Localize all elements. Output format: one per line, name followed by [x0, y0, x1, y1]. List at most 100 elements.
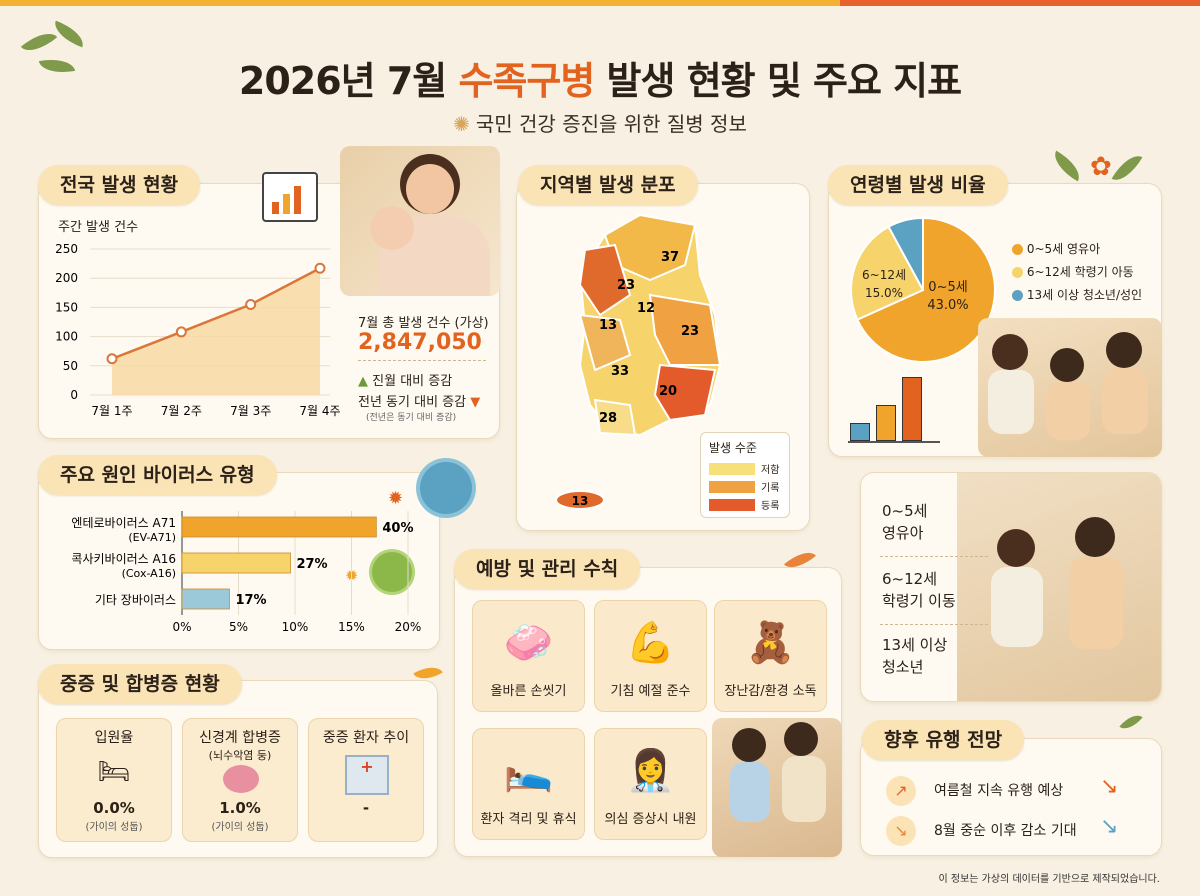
change-note: (전년은 동기 대비 증감) [366, 413, 457, 423]
y-tick-label: 100 [55, 330, 78, 344]
bar [181, 588, 230, 610]
region-value: 12 [637, 301, 655, 316]
region-heading: 지역별 발생 분포 [518, 165, 698, 205]
doctor-icon: 👩‍⚕️ [625, 748, 676, 794]
pie-pct: 43.0% [927, 298, 968, 313]
age-list-item: 13세 이상 청소년 [882, 636, 948, 676]
trend-down-icon: ↘ [886, 816, 916, 846]
severe-item-trend: 중증 환자 추이 + - [308, 718, 424, 842]
forecast-item: 여름철 지속 유행 예상 [934, 783, 1064, 799]
hospital-icon: + [345, 755, 389, 795]
top-accent-bar [0, 0, 1200, 6]
region-value: 37 [661, 250, 679, 265]
page-title: 2026년 7월 수족구병 발생 현황 및 주요 지표 [238, 59, 962, 103]
y-axis-label: 주간 발생 건수 [58, 220, 139, 235]
leaf-decoration [1111, 149, 1143, 187]
virus-bar-chart: 40% 27% 17% 엔테로바이러스 A71(EV-A71) 콕사키바이러스 A16… [71, 511, 422, 634]
tip-disinfect: 🧸 장난감/환경 소독 [714, 600, 827, 712]
leaf-decoration [50, 20, 88, 48]
tip-visit-doctor: 👩‍⚕️ 의심 증상시 내원 [594, 728, 707, 840]
forecast-heading: 향후 유행 전망 [862, 720, 1025, 760]
category-label: 엔테로바이러스 A71 [71, 516, 176, 530]
virus-icon [420, 462, 472, 514]
down-arrow-icon: ▼ [470, 395, 481, 410]
x-tick-label: 5% [229, 620, 248, 634]
handwash-icon: 🧼 [503, 620, 554, 666]
pie-label: 6~12세 [862, 268, 906, 282]
virus-icon [372, 552, 412, 592]
footer-note: 이 정보는 가상의 데이터를 기반으로 제작되었습니다. [938, 874, 1160, 885]
siblings-photo [957, 473, 1161, 701]
region-value: 20 [659, 384, 677, 399]
hospital-bed-icon: 🛏 [97, 757, 131, 787]
mother-child-photo [340, 146, 500, 296]
age-list-card [860, 472, 1162, 702]
y-tick-label: 0 [70, 388, 78, 402]
pie-pct: 15.0% [865, 286, 903, 300]
y-tick-label: 200 [55, 271, 78, 285]
x-tick-label: 20% [395, 620, 422, 634]
region-value: 13 [599, 318, 617, 333]
prevention-heading: 예방 및 관리 수칙 [454, 549, 641, 589]
category-label: 콕사키바이러스 A16 [71, 552, 176, 566]
age-legend: 0~5세 영유아 6~12세 학령기 아동 13세 이상 청소년/성인 [1012, 238, 1142, 307]
total-value: 2,847,050 [358, 330, 482, 355]
region-value: 33 [611, 364, 629, 379]
severe-heading: 중증 및 합병증 현황 [38, 664, 242, 704]
data-point [314, 262, 326, 274]
age-heading: 연령별 발생 비율 [828, 165, 1008, 205]
chart-icon [262, 172, 318, 222]
data-point [106, 353, 118, 365]
virus-heading: 주요 원인 바이러스 유형 [38, 455, 277, 495]
pie-slice [887, 216, 924, 291]
kids-cleaning-photo [712, 718, 842, 857]
bar [181, 516, 377, 538]
age-pie-chart: 0~5세 43.0% 6~12세 15.0% [850, 216, 996, 363]
brain-icon [223, 765, 259, 793]
x-tick-label: 7월 4주 [299, 404, 340, 418]
tip-cough-etiquette: 💪 기침 예절 준수 [594, 600, 707, 712]
category-sublabel: (EV-A71) [128, 531, 176, 544]
category-sublabel: (Cox-A16) [122, 567, 176, 580]
trend-down-icon: ↘ [1100, 774, 1119, 799]
up-arrow-icon: ▲ [358, 374, 368, 389]
mini-bar-decoration [848, 375, 940, 443]
bar [181, 552, 291, 574]
tip-isolation: 🛌 환자 격리 및 휴식 [472, 728, 585, 840]
korea-map: 37 23 12 13 23 33 20 28 13 [555, 213, 722, 510]
region-value: 13 [572, 494, 589, 508]
virus-icon: ✺ [453, 112, 470, 136]
tip-handwashing: 🧼 올바른 손씻기 [472, 600, 585, 712]
divider [880, 556, 988, 557]
age-list-item: 6~12세 학령기 이동 [882, 570, 956, 610]
x-tick-label: 7월 1주 [91, 404, 132, 418]
map-legend: 발생 수준 저함 기록 등록 [700, 432, 790, 518]
trend-up-icon: ↗ [886, 776, 916, 806]
data-point [175, 326, 187, 338]
bar-value-label: 17% [235, 593, 266, 608]
national-heading: 전국 발생 현황 [38, 165, 201, 205]
pie-label: 0~5세 [928, 280, 967, 295]
x-tick-label: 0% [172, 620, 191, 634]
children-playing-photo [978, 318, 1162, 457]
age-list-item: 0~5세 영유아 [882, 502, 928, 542]
y-tick-label: 150 [55, 300, 78, 314]
weekly-cases-chart: 0 50 100 150 200 250 7월 1주 7월 2주 7월 3주 7월 4주 [55, 242, 340, 418]
bar-value-label: 40% [382, 521, 413, 536]
page-subtitle: ✺ 국민 건강 증진을 위한 질병 정보 [453, 112, 747, 136]
trend-down-icon: ↘ [1100, 814, 1119, 839]
divider [358, 360, 486, 361]
x-tick-label: 7월 2주 [161, 404, 202, 418]
region-value: 23 [617, 278, 635, 293]
y-tick-label: 250 [55, 242, 78, 256]
x-tick-label: 7월 3주 [230, 404, 271, 418]
region-value: 23 [681, 324, 699, 339]
series-line [111, 267, 321, 360]
divider [880, 624, 988, 625]
leaf-decoration [1048, 150, 1086, 182]
x-tick-label: 15% [338, 620, 365, 634]
forecast-item: 8월 중순 이후 감소 기대 [934, 823, 1077, 839]
sick-bed-icon: 🛌 [503, 748, 554, 794]
data-point [245, 298, 257, 310]
region-value: 28 [599, 411, 617, 426]
